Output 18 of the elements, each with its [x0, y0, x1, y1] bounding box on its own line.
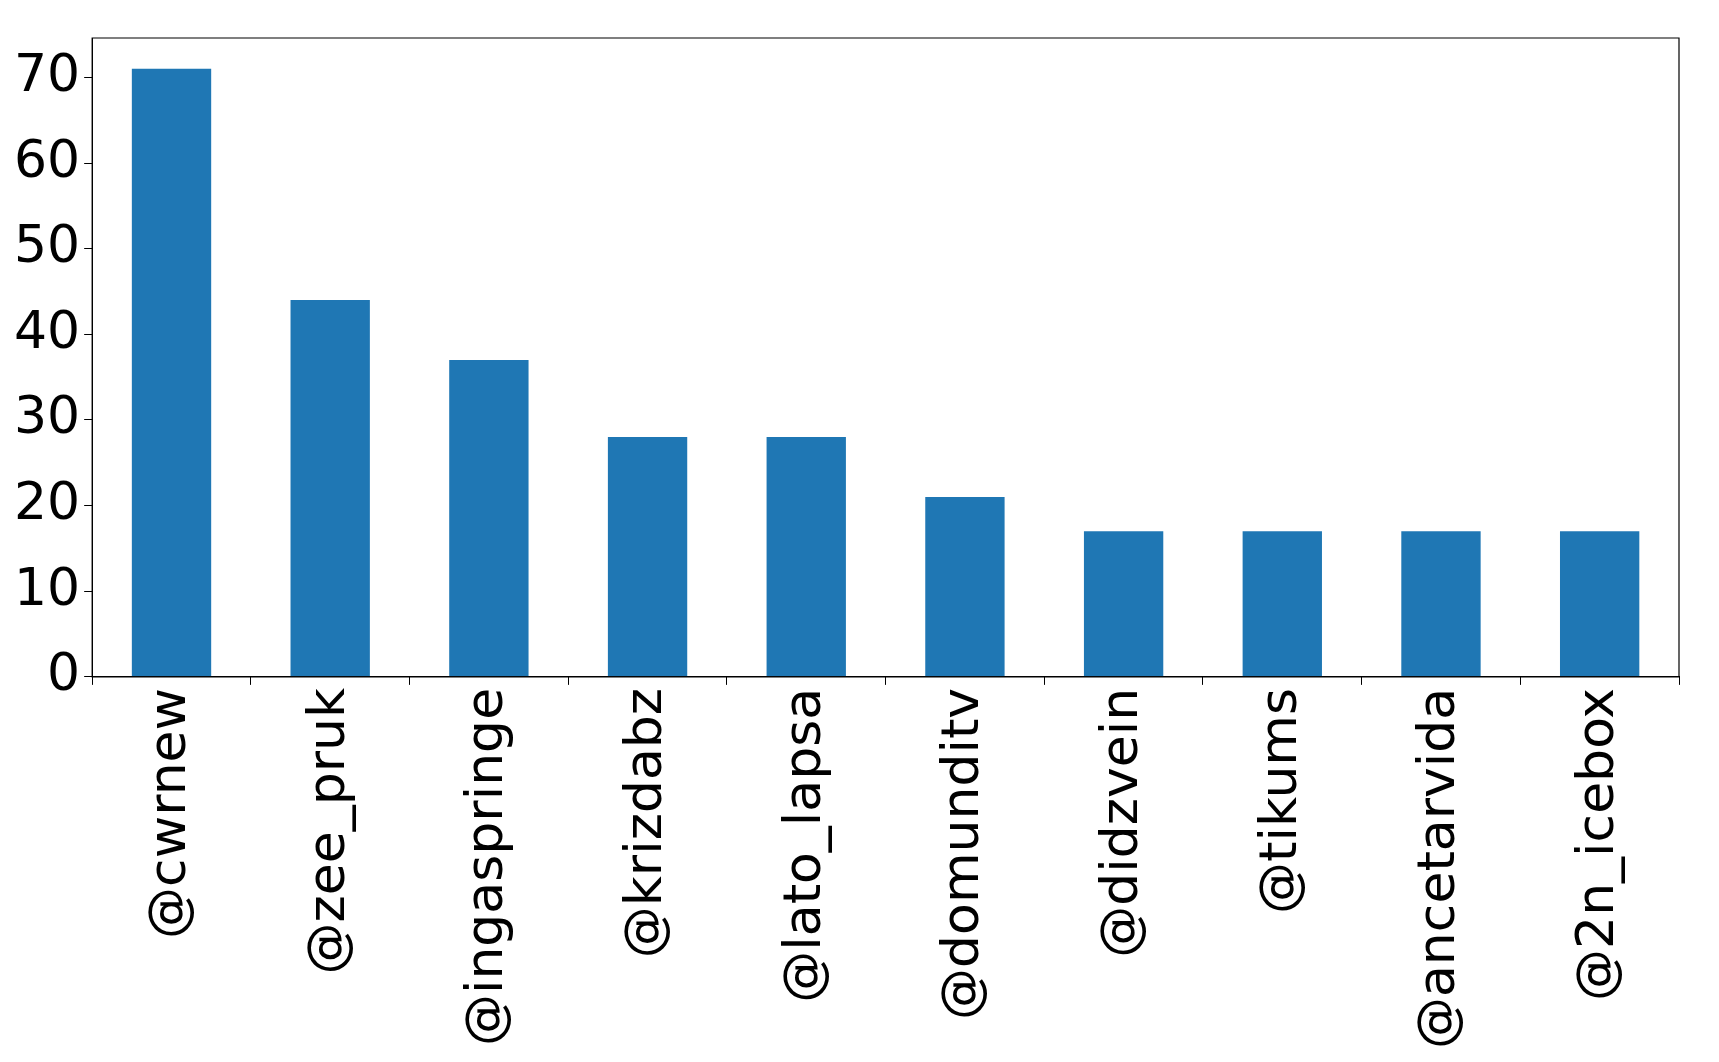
y-tick-label: 30	[14, 385, 81, 446]
y-tick-label: 0	[47, 642, 81, 703]
x-tick-label: @cwrnew	[137, 687, 198, 939]
y-tick-label: 70	[14, 42, 81, 103]
x-tick-label: @domunditv	[930, 687, 991, 1020]
x-tick-label: @krizdabz	[613, 687, 674, 959]
x-tick-label: @didzvein	[1089, 687, 1150, 958]
y-tick-label: 20	[14, 471, 81, 532]
y-tick-label: 40	[14, 299, 81, 360]
x-tick-label: @tikums	[1247, 687, 1308, 914]
y-tick-label: 50	[14, 214, 81, 275]
x-tick-label: @ingaspringe	[454, 687, 515, 1047]
y-tick-label: 10	[14, 556, 81, 617]
x-tick-label: @zee_pruk	[295, 687, 356, 975]
x-tick-label: @2n_icebox	[1565, 687, 1626, 1001]
x-tick-label: @lato_lapsa	[771, 687, 832, 1003]
y-tick-label: 60	[14, 128, 81, 189]
x-tick-label: @ancetarvida	[1406, 687, 1467, 1050]
